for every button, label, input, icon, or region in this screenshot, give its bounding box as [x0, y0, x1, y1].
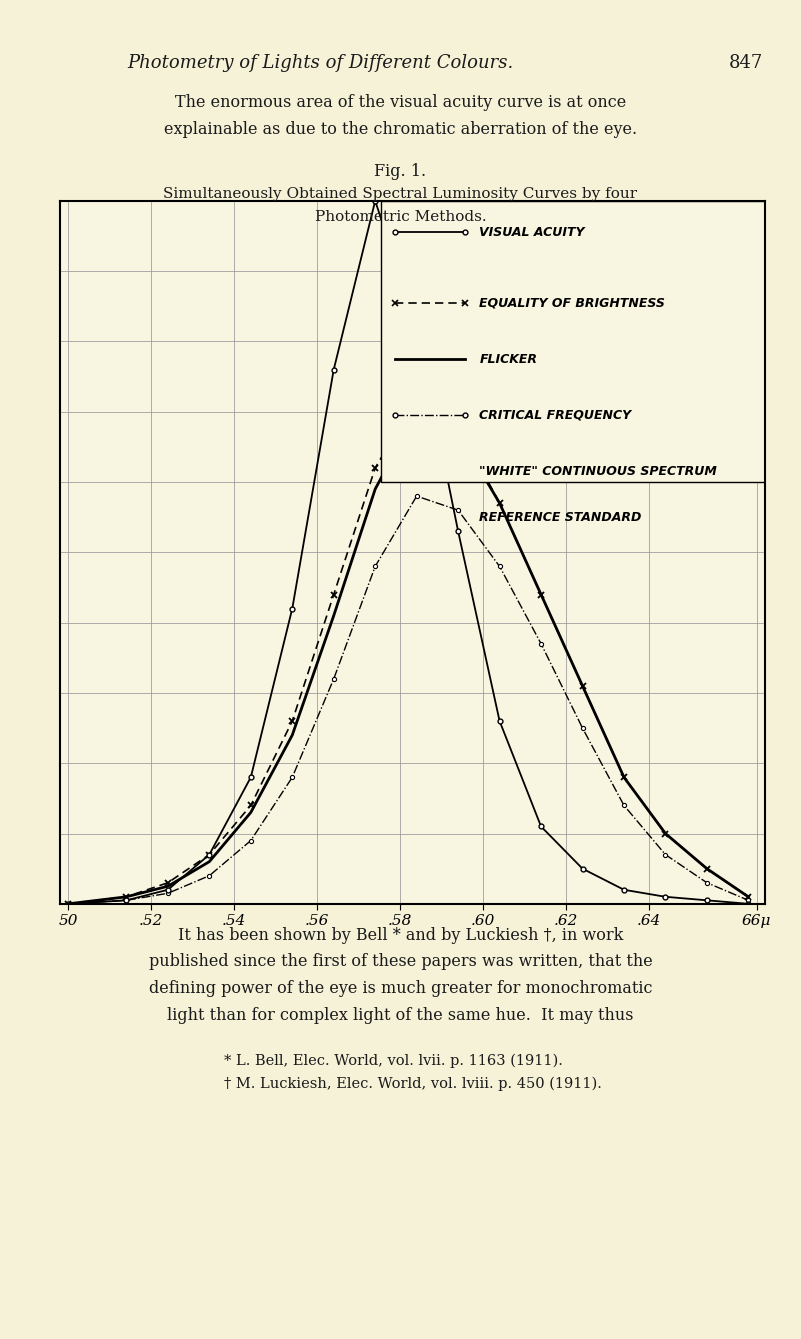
Text: Simultaneously Obtained Spectral Luminosity Curves by four: Simultaneously Obtained Spectral Luminos…	[163, 187, 638, 201]
Text: Photometric Methods.: Photometric Methods.	[315, 210, 486, 224]
Text: 847: 847	[729, 54, 763, 71]
Text: Photometry of Lights of Different Colours.: Photometry of Lights of Different Colour…	[127, 54, 513, 71]
Text: * L. Bell, Elec. World, vol. lvii. p. 1163 (1911).: * L. Bell, Elec. World, vol. lvii. p. 11…	[224, 1054, 563, 1069]
Text: † M. Luckiesh, Elec. World, vol. lviii. p. 450 (1911).: † M. Luckiesh, Elec. World, vol. lviii. …	[224, 1077, 602, 1091]
Text: It has been shown by Bell * and by Luckiesh †, in work: It has been shown by Bell * and by Lucki…	[178, 927, 623, 944]
Bar	[380, 201, 765, 482]
Text: light than for complex light of the same hue.  It may thus: light than for complex light of the same…	[167, 1007, 634, 1024]
Text: CRITICAL FREQUENCY: CRITICAL FREQUENCY	[480, 408, 632, 422]
Text: "WHITE" CONTINUOUS SPECTRUM: "WHITE" CONTINUOUS SPECTRUM	[480, 465, 718, 478]
Text: defining power of the eye is much greater for monochromatic: defining power of the eye is much greate…	[149, 980, 652, 998]
Text: Fig. 1.: Fig. 1.	[374, 163, 427, 181]
Text: explainable as due to the chromatic aberration of the eye.: explainable as due to the chromatic aber…	[164, 121, 637, 138]
Text: The enormous area of the visual acuity curve is at once: The enormous area of the visual acuity c…	[175, 94, 626, 111]
Text: published since the first of these papers was written, that the: published since the first of these paper…	[149, 953, 652, 971]
Text: EQUALITY OF BRIGHTNESS: EQUALITY OF BRIGHTNESS	[480, 296, 666, 309]
Text: REFERENCE STANDARD: REFERENCE STANDARD	[480, 510, 642, 524]
Text: FLICKER: FLICKER	[480, 352, 537, 366]
Text: VISUAL ACUITY: VISUAL ACUITY	[480, 226, 585, 238]
